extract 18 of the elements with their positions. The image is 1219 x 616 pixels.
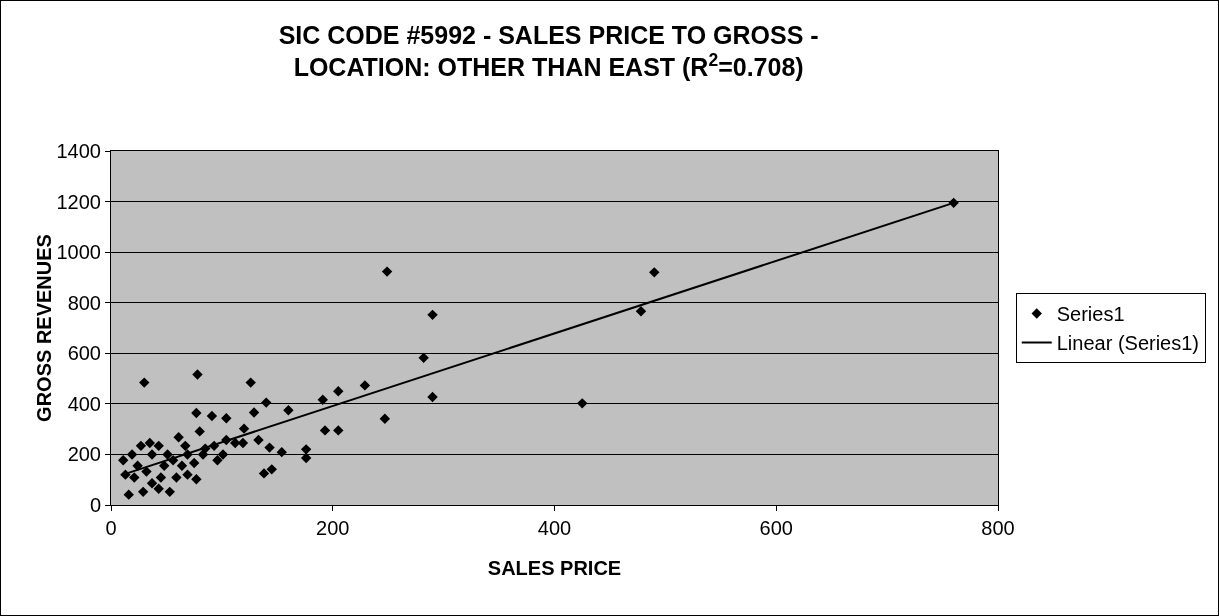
- y-tick-label: 1200: [56, 190, 101, 213]
- x-tick-label: 800: [981, 517, 1015, 539]
- chart-title: SIC CODE #5992 - SALES PRICE TO GROSS - LOCATION: OTHER THAN EAST (R$^{2}$=0.708): [278, 20, 819, 82]
- y-tick-label: 1000: [56, 241, 101, 264]
- y-tick-label: 0: [89, 494, 101, 516]
- x-tick-label: 0: [105, 517, 117, 539]
- legend-label: Series1: [1056, 303, 1125, 326]
- y-tick-label: 400: [67, 392, 101, 415]
- y-axis-title: GROSS REVENUES: [32, 234, 55, 422]
- legend-label: Linear (Series1): [1056, 332, 1200, 355]
- y-tick-label: 1400: [56, 140, 101, 162]
- x-axis-title: SALES PRICE: [487, 557, 622, 579]
- x-tick-label: 600: [759, 517, 793, 539]
- x-tick-label: 400: [537, 517, 572, 539]
- y-tick-label: 200: [67, 443, 101, 466]
- y-tick-label: 800: [67, 291, 101, 314]
- y-tick-label: 600: [67, 342, 101, 365]
- x-tick-label: 200: [316, 517, 350, 539]
